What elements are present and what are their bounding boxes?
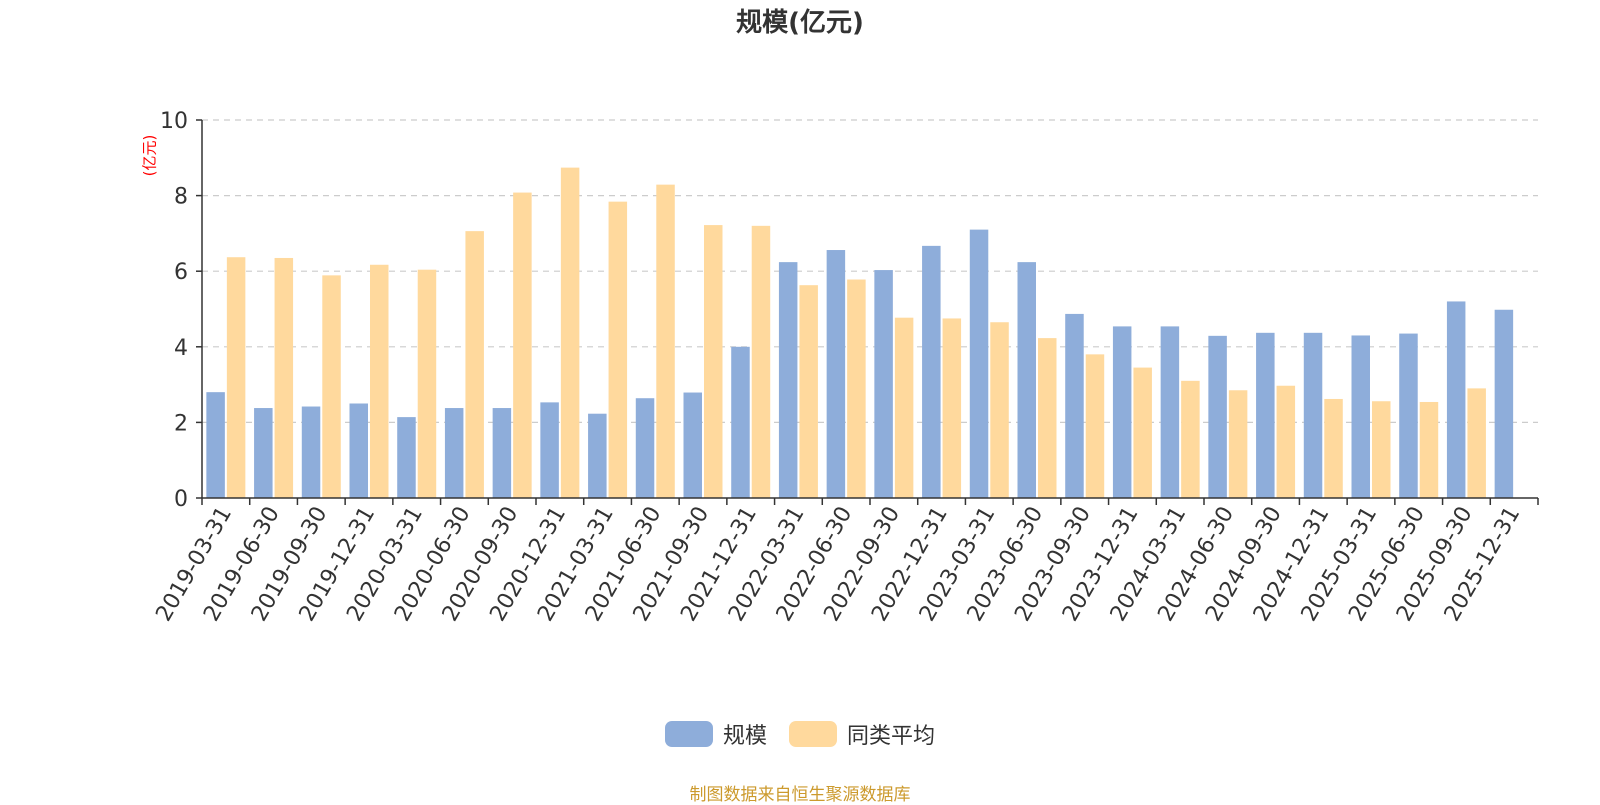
bar-peer-avg-22 bbox=[1276, 385, 1296, 498]
bar-peer-avg-3 bbox=[370, 264, 389, 498]
y-tick-label-3: 6 bbox=[174, 260, 188, 285]
bar-scale-22 bbox=[1256, 332, 1275, 498]
bar-scale-13 bbox=[826, 250, 846, 498]
legend-label-series-0: 规模 bbox=[722, 724, 767, 749]
bar-peer-avg-4 bbox=[417, 269, 437, 498]
legend-item-series-1[interactable]: 同类平均 bbox=[789, 718, 935, 750]
bar-peer-avg-7 bbox=[560, 167, 580, 499]
bar-peer-avg-2 bbox=[322, 275, 341, 498]
bar-peer-avg-12 bbox=[799, 285, 818, 498]
bar-peer-avg-21 bbox=[1228, 390, 1248, 498]
bar-peer-avg-1 bbox=[274, 257, 294, 498]
bar-scale-23 bbox=[1303, 332, 1323, 498]
bar-scale-27 bbox=[1494, 309, 1514, 498]
bar-scale-2 bbox=[301, 406, 321, 498]
bar-scale-21 bbox=[1208, 335, 1227, 498]
bar-peer-avg-17 bbox=[1038, 338, 1057, 498]
legend-swatch-series-0 bbox=[664, 721, 713, 747]
bar-scale-5 bbox=[444, 408, 464, 498]
grid-lines bbox=[202, 119, 1538, 423]
bar-scale-17 bbox=[1017, 262, 1036, 498]
bar-peer-avg-20 bbox=[1181, 380, 1200, 498]
source-note: 制图数据来自恒生聚源数据库 bbox=[689, 785, 911, 805]
bar-scale-9 bbox=[635, 398, 655, 498]
bar-scale-19 bbox=[1112, 326, 1132, 498]
bar-scale-10 bbox=[683, 392, 702, 498]
bar-scale-12 bbox=[778, 262, 798, 498]
bar-peer-avg-10 bbox=[704, 225, 723, 499]
bar-peer-avg-24 bbox=[1372, 401, 1391, 498]
legend: 规模 同类平均 bbox=[0, 718, 1600, 750]
bar-scale-0 bbox=[206, 392, 225, 498]
bar-peer-avg-26 bbox=[1467, 388, 1486, 498]
bar-peer-avg-14 bbox=[894, 317, 914, 498]
bar-peer-avg-13 bbox=[847, 279, 866, 498]
bar-scale-18 bbox=[1065, 313, 1084, 498]
bar-scale-14 bbox=[874, 270, 893, 498]
bar-peer-avg-15 bbox=[942, 318, 962, 498]
bar-scale-26 bbox=[1446, 301, 1466, 498]
bar-peer-avg-11 bbox=[751, 225, 771, 498]
bar-peer-avg-9 bbox=[656, 184, 675, 498]
bar-scale-3 bbox=[349, 403, 368, 498]
y-tick-label-1: 2 bbox=[174, 411, 188, 436]
bar-scale-15 bbox=[922, 245, 941, 498]
bar-scale-1 bbox=[254, 408, 273, 498]
y-tick-label-0: 0 bbox=[174, 487, 188, 512]
bar-scale-20 bbox=[1160, 326, 1180, 498]
bar-peer-avg-25 bbox=[1419, 401, 1439, 498]
bar-scale-16 bbox=[969, 229, 989, 498]
bar-peer-avg-0 bbox=[226, 257, 246, 498]
bar-peer-avg-16 bbox=[990, 322, 1009, 498]
bar-peer-avg-18 bbox=[1085, 354, 1105, 498]
legend-item-series-0[interactable]: 规模 bbox=[664, 718, 767, 750]
bar-scale-25 bbox=[1399, 333, 1418, 498]
bar-scale-8 bbox=[588, 413, 607, 498]
bar-peer-avg-19 bbox=[1133, 367, 1152, 498]
legend-label-series-1: 同类平均 bbox=[847, 724, 936, 749]
bar-scale-11 bbox=[731, 346, 750, 498]
bar-peer-avg-23 bbox=[1324, 398, 1343, 498]
chart-title: 规模(亿元) bbox=[736, 8, 864, 38]
legend-swatch-series-1 bbox=[789, 721, 837, 747]
bar-peer-avg-6 bbox=[513, 192, 532, 499]
bar-scale-7 bbox=[540, 402, 559, 498]
bar-peer-avg-5 bbox=[465, 231, 484, 498]
y-tick-label-4: 8 bbox=[174, 185, 188, 210]
y-tick-label-2: 4 bbox=[174, 336, 188, 361]
y-tick-label-5: 10 bbox=[160, 109, 188, 134]
bar-peer-avg-8 bbox=[608, 201, 628, 498]
bar-scale-4 bbox=[397, 417, 416, 498]
bars bbox=[206, 167, 1514, 499]
bar-scale-6 bbox=[492, 408, 512, 498]
bar-scale-24 bbox=[1351, 335, 1370, 498]
